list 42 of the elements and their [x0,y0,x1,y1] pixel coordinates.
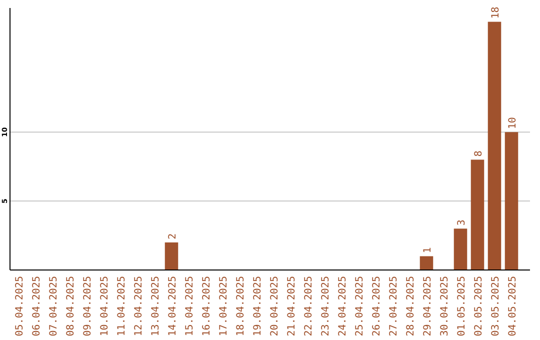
x-tick-label: 03.05.2025 [490,276,502,336]
x-tick-label: 09.04.2025 [82,276,94,336]
x-tick-label: 04.05.2025 [508,276,518,336]
data-label: 3 [456,220,468,226]
x-tick-label: 18.04.2025 [236,276,246,336]
x-tick-label: 01.05.2025 [456,276,468,336]
x-tick-label: 25.04.2025 [354,276,366,336]
data-label: 10 [508,117,518,130]
x-tick-label: 15.04.2025 [184,276,196,336]
x-tick-label: 29.04.2025 [422,276,434,336]
bar [454,228,468,270]
x-tick-label: 06.04.2025 [32,276,42,336]
x-tick-label: 27.04.2025 [388,276,400,336]
x-tick-label: 26.04.2025 [372,276,382,336]
x-tick-label: 12.04.2025 [134,276,144,336]
bar [488,22,502,270]
x-tick-label: 17.04.2025 [218,276,230,336]
x-tick-label: 20.04.2025 [270,276,280,336]
x-tick-label: 16.04.2025 [202,276,212,336]
x-tick-label: 13.04.2025 [150,276,162,336]
x-tick-label: 21.04.2025 [286,276,298,336]
bar [504,132,518,270]
x-tick-label: 14.04.2025 [168,276,178,336]
data-label: 1 [422,247,434,254]
x-tick-label: 19.04.2025 [252,276,264,336]
x-tick-label: 30.04.2025 [440,276,450,336]
x-tick-label: 11.04.2025 [116,276,128,336]
x-tick-label: 08.04.2025 [66,276,76,336]
x-tick-label: 07.04.2025 [48,276,60,336]
bar [420,256,434,270]
x-tick-label: 02.05.2025 [474,276,484,336]
x-tick-label: 22.04.2025 [304,276,314,336]
data-label: 2 [168,233,178,240]
data-label: 8 [474,150,484,157]
x-tick-label: 28.04.2025 [406,276,416,336]
x-tick-label: 05.04.2025 [14,276,26,336]
x-tick-label: 24.04.2025 [338,276,348,336]
bar [164,242,178,270]
bar [470,160,484,270]
x-tick-label: 10.04.2025 [100,276,110,336]
x-tick-label: 23.04.2025 [320,276,332,336]
data-label: 18 [490,6,502,19]
